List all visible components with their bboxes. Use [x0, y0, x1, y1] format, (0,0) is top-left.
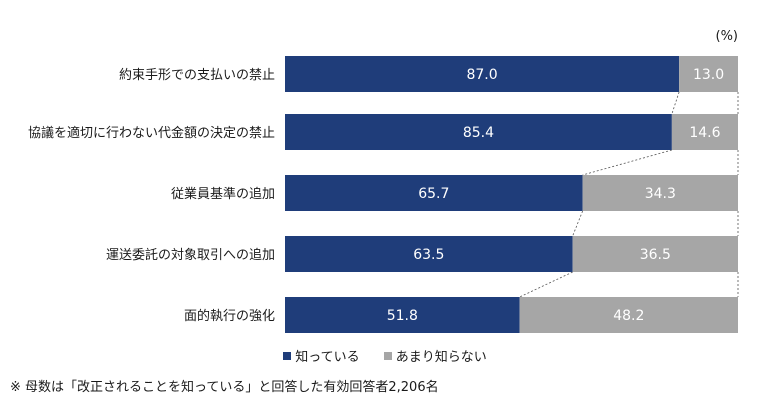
- bar-series-known: [285, 56, 680, 92]
- legend: 知っている あまり知らない: [0, 346, 770, 365]
- bar-series-not-known: [519, 297, 738, 333]
- legend-item-known: 知っている: [283, 346, 360, 365]
- connector-line: [582, 149, 672, 176]
- data-label-series-not-known: 14.6: [689, 125, 720, 141]
- footnote: ※ 母数は「改正されることを知っている」と回答した有効回答者2,206名: [10, 380, 439, 395]
- bar-series-not-known: [582, 175, 738, 211]
- bar-series-known: [285, 297, 520, 333]
- legend-label-known: 知っている: [295, 350, 360, 365]
- bar-series-known: [285, 175, 583, 211]
- category-label: 運送委託の対象取引への追加: [106, 247, 275, 263]
- category-label: 約束手形での支払いの禁止: [119, 68, 275, 83]
- connector-line: [519, 271, 573, 298]
- data-label-series-not-known: 13.0: [693, 67, 724, 83]
- category-labels: 約束手形での支払いの禁止協議を適切に行わない代金額の決定の禁止従業員基準の追加運…: [28, 68, 275, 324]
- bar-series-not-known: [679, 56, 738, 92]
- data-label-series-known: 85.4: [463, 125, 494, 141]
- data-label-series-known: 87.0: [466, 67, 497, 83]
- category-label: 協議を適切に行わない代金額の決定の禁止: [28, 125, 275, 141]
- legend-item-not-known: あまり知らない: [383, 346, 487, 365]
- legend-swatch-known: [283, 352, 292, 360]
- bar-series-not-known: [572, 236, 738, 272]
- connector-lines: [519, 91, 739, 298]
- data-label-series-not-known: 48.2: [613, 308, 644, 324]
- legend-swatch-not-known: [383, 352, 392, 360]
- bar-series-known: [285, 236, 573, 272]
- stacked-bar-chart: (%) 87.0 13.0 85.4 14.6 65.7 34.3 63.5 36.5 51.8…: [28, 29, 739, 333]
- data-label-series-not-known: 36.5: [640, 247, 671, 263]
- data-label-series-not-known: 34.3: [645, 186, 676, 202]
- category-label: 面的執行の強化: [184, 308, 275, 324]
- unit-label: (%): [716, 29, 739, 44]
- data-label-series-known: 63.5: [413, 247, 444, 263]
- connector-line: [572, 210, 583, 237]
- legend-label-not-known: あまり知らない: [395, 350, 487, 365]
- data-label-series-known: 65.7: [418, 186, 449, 202]
- bars-group: 87.0 13.0 85.4 14.6 65.7 34.3 63.5 36.5 51.8 48.2: [285, 56, 738, 333]
- bar-series-not-known: [671, 114, 738, 150]
- data-label-series-known: 51.8: [387, 308, 418, 324]
- bar-series-known: [285, 114, 672, 150]
- connector-line: [671, 91, 680, 115]
- category-label: 従業員基準の追加: [171, 186, 275, 202]
